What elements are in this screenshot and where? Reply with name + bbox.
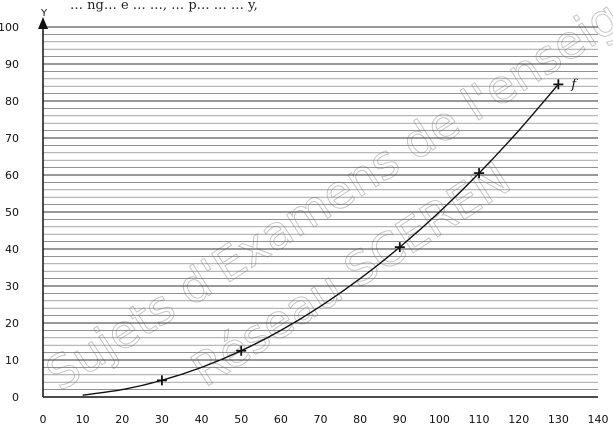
y-tick-label: 40 bbox=[5, 243, 19, 256]
x-tick-label: 0 bbox=[40, 413, 47, 426]
x-tick-label: 110 bbox=[469, 413, 490, 426]
y-tick-label: 60 bbox=[5, 169, 19, 182]
y-tick-label: 100 bbox=[0, 21, 19, 34]
x-tick-label: 60 bbox=[274, 413, 288, 426]
y-axis-label: Y bbox=[40, 8, 48, 19]
series-f-line bbox=[82, 83, 559, 396]
y-tick-label: 80 bbox=[5, 95, 19, 108]
x-tick-label: 90 bbox=[393, 413, 407, 426]
x-tick-label: 140 bbox=[588, 413, 609, 426]
x-tick-label: 80 bbox=[353, 413, 367, 426]
data-point-marker bbox=[236, 345, 247, 356]
y-axis-arrow bbox=[38, 17, 48, 29]
x-tick-label: 50 bbox=[234, 413, 248, 426]
x-tick-label: 40 bbox=[195, 413, 209, 426]
x-tick-label: 70 bbox=[314, 413, 328, 426]
data-point-marker bbox=[553, 79, 564, 90]
top-text: … ng… e … …, … p… … … y, bbox=[70, 0, 258, 13]
x-tick-label: 120 bbox=[508, 413, 529, 426]
series-f-label: f bbox=[570, 77, 578, 92]
data-point-marker bbox=[394, 242, 405, 253]
y-tick-label: 30 bbox=[5, 280, 19, 293]
y-tick-label: 10 bbox=[5, 354, 19, 367]
x-tick-label: 130 bbox=[548, 413, 569, 426]
watermark: Sujets d'Examens de l'enseignement Résea… bbox=[36, 0, 613, 402]
y-tick-label: 70 bbox=[5, 132, 19, 145]
grid bbox=[43, 26, 598, 390]
watermark-line-1: Sujets d'Examens de l'enseignement bbox=[37, 0, 613, 401]
axes bbox=[38, 17, 598, 398]
y-tick-label: 20 bbox=[5, 317, 19, 330]
y-tick-label: 90 bbox=[5, 58, 19, 71]
y-tick-labels: 0 10 20 30 40 50 60 70 80 90 100 bbox=[0, 21, 19, 404]
data-point-marker bbox=[156, 375, 167, 386]
y-tick-label: 0 bbox=[12, 391, 19, 404]
x-tick-label: 20 bbox=[115, 413, 129, 426]
x-tick-label: 30 bbox=[155, 413, 169, 426]
x-tick-labels: 0 10 20 30 40 50 60 70 80 90 100 110 120 130 140 bbox=[40, 413, 609, 426]
data-point-marker bbox=[474, 168, 485, 179]
series-f-markers bbox=[156, 79, 564, 386]
x-tick-label: 100 bbox=[429, 413, 450, 426]
y-tick-label: 50 bbox=[5, 206, 19, 219]
x-tick-label: 10 bbox=[76, 413, 90, 426]
